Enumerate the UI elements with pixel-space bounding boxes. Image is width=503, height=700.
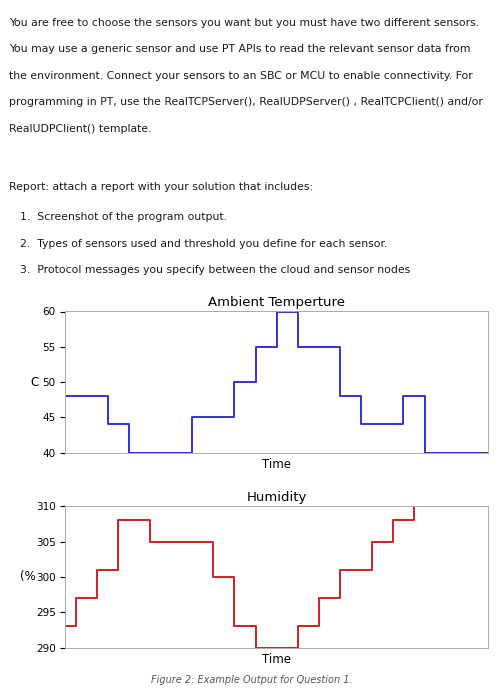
Text: Figure 2: Example Output for Question 1.: Figure 2: Example Output for Question 1. — [151, 675, 352, 685]
Text: You may use a generic sensor and use PT APIs to read the relevant sensor data fr: You may use a generic sensor and use PT … — [9, 44, 470, 54]
Text: 1.  Screenshot of the program output.: 1. Screenshot of the program output. — [20, 212, 227, 222]
Text: You are free to choose the sensors you want but you must have two different sens: You are free to choose the sensors you w… — [9, 18, 479, 27]
Text: RealUDPClient() template.: RealUDPClient() template. — [9, 124, 151, 134]
Text: Report: attach a report with your solution that includes:: Report: attach a report with your soluti… — [9, 182, 313, 192]
Text: the environment. Connect your sensors to an SBC or MCU to enable connectivity. F: the environment. Connect your sensors to… — [9, 71, 473, 80]
Y-axis label: C: C — [30, 376, 38, 389]
Title: Humidity: Humidity — [246, 491, 307, 504]
Text: 2.  Types of sensors used and threshold you define for each sensor.: 2. Types of sensors used and threshold y… — [20, 239, 387, 248]
Text: 3.  Protocol messages you specify between the cloud and sensor nodes: 3. Protocol messages you specify between… — [20, 265, 410, 275]
X-axis label: Time: Time — [262, 458, 291, 471]
Y-axis label: (%: (% — [20, 570, 35, 583]
Text: programming in PT, use the RealTCPServer(), RealUDPServer() , RealTCPClient() an: programming in PT, use the RealTCPServer… — [9, 97, 483, 107]
X-axis label: Time: Time — [262, 653, 291, 666]
Title: Ambient Temperture: Ambient Temperture — [208, 296, 345, 309]
